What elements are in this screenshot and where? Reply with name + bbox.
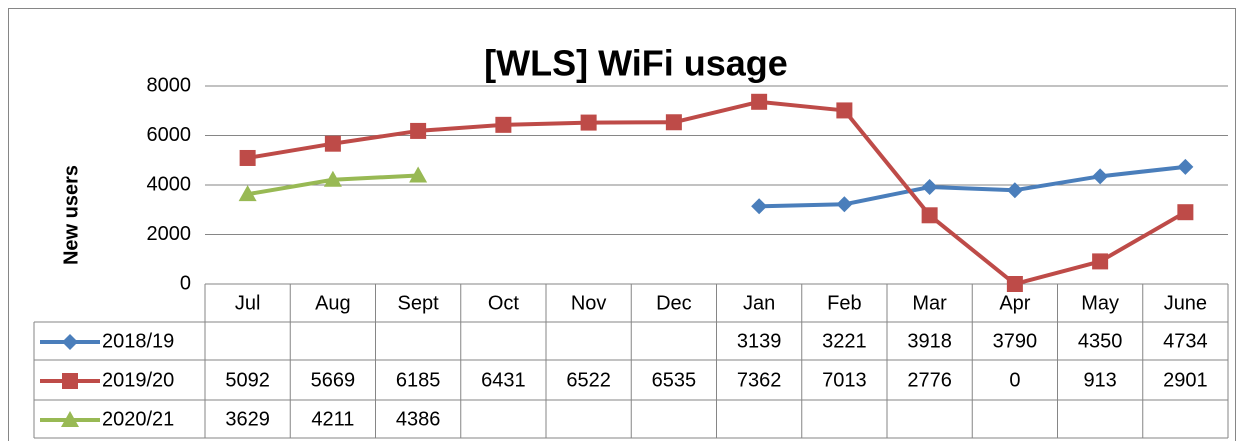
x-tick-label: Aug [315,292,351,314]
data-point [921,179,938,196]
legend-label: 2020/21 [102,408,174,430]
table-value: 3139 [737,330,782,352]
y-axis-title: New users [60,165,82,265]
x-tick-label: Oct [488,292,520,314]
data-point [409,166,428,183]
x-tick-label: Nov [571,292,607,314]
table-value: 3918 [907,330,952,352]
x-tick-label: Jul [235,292,261,314]
table-value: 6185 [396,369,441,391]
data-point [580,114,597,131]
table-value: 7013 [822,369,867,391]
y-tick-label: 0 [180,272,191,294]
legend-marker [62,373,78,389]
x-tick-label: Feb [827,292,861,314]
table-value: 2901 [1163,369,1208,391]
data-point [238,185,257,202]
data-point [324,135,341,152]
legend-marker [62,334,78,350]
legend-label: 2018/19 [102,330,174,352]
data-point [751,198,768,215]
table-value: 4386 [396,408,441,430]
y-tick-label: 8000 [147,74,192,96]
table-value: 7362 [737,369,782,391]
table-value: 4211 [311,408,354,430]
x-tick-label: Jan [743,292,775,314]
data-point [836,196,853,213]
table-value: 5092 [225,369,270,391]
data-point [1006,182,1023,199]
table-value: 2776 [907,369,952,391]
data-point [1092,168,1109,185]
x-tick-label: May [1081,292,1119,314]
series-line [759,164,1186,209]
data-point [239,149,256,166]
data-point [495,116,512,133]
data-point [1006,276,1023,292]
table-value: 6522 [566,369,611,391]
data-point [665,114,682,131]
table-value: 6431 [481,369,526,391]
y-tick-label: 2000 [147,223,192,245]
table-value: 3629 [225,408,270,430]
data-point [1092,253,1109,270]
table-value: 913 [1083,369,1116,391]
chart-title: [WLS] WiFi usage [484,43,788,84]
table-value: 4734 [1163,330,1208,352]
table-value: 4350 [1078,330,1123,352]
data-point [323,170,342,187]
data-point [410,122,427,139]
data-point [1177,158,1194,175]
x-tick-label: Sept [398,292,440,314]
table-value: 0 [1009,369,1020,391]
table-value: 5669 [311,369,356,391]
data-point [921,207,938,224]
x-tick-label: Apr [999,292,1030,314]
table-value: 3790 [993,330,1038,352]
x-tick-label: Mar [912,292,947,314]
data-point [836,102,853,119]
legend-label: 2019/20 [102,369,174,391]
x-tick-label: June [1164,292,1207,314]
data-point [1177,204,1194,221]
table-value: 3221 [822,330,867,352]
x-tick-label: Dec [656,292,692,314]
chart-border [8,8,1236,441]
series-line [247,99,1187,286]
table-value: 6535 [652,369,697,391]
legend-marker [61,411,79,427]
y-tick-label: 6000 [147,124,192,146]
y-tick-label: 4000 [147,173,192,195]
data-point [751,93,768,110]
